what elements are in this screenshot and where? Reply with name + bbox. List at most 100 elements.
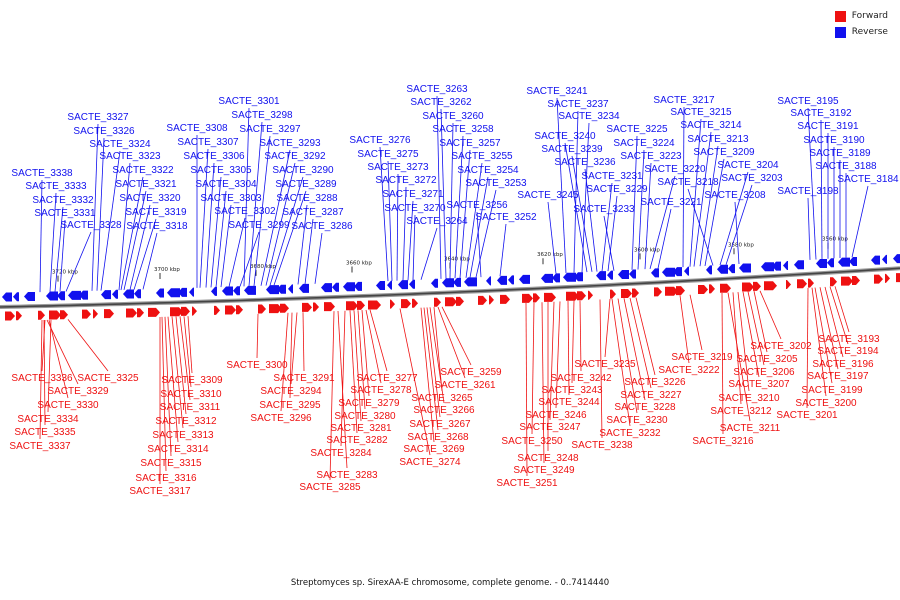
forward-gene <box>225 305 236 315</box>
gene-label: SACTE_3321 <box>115 179 177 190</box>
leader-line <box>269 176 304 286</box>
leader-line <box>459 149 471 279</box>
gene-label: SACTE_3216 <box>692 436 754 447</box>
gene-label: SACTE_3245 <box>517 190 579 201</box>
leader-line <box>46 319 79 385</box>
forward-gene <box>676 286 685 296</box>
forward-gene <box>236 305 243 315</box>
gene-features <box>2 254 900 321</box>
gene-label: SACTE_3285 <box>299 482 361 493</box>
gene-label: SACTE_3222 <box>658 365 720 376</box>
gene-label: SACTE_3213 <box>687 134 749 145</box>
leader-line <box>689 294 703 351</box>
leader-line <box>273 190 307 286</box>
reverse-gene <box>2 292 12 302</box>
leader-line <box>737 292 750 392</box>
gene-label: SACTE_3288 <box>276 193 338 204</box>
forward-gene <box>126 308 137 318</box>
gene-label: SACTE_3231 <box>581 171 643 182</box>
gene-label: SACTE_3221 <box>640 197 702 208</box>
gene-label: SACTE_3252 <box>475 212 537 223</box>
forward-gene <box>577 291 586 301</box>
leader-line <box>420 227 438 280</box>
forward-gene <box>214 305 220 315</box>
reverse-gene <box>827 258 834 268</box>
leader-line <box>699 145 719 267</box>
forward-gene <box>137 308 144 318</box>
reverse-gene <box>574 272 583 282</box>
gene-label: SACTE_3326 <box>73 126 135 137</box>
leader-line <box>161 316 167 472</box>
leader-line <box>407 200 414 281</box>
forward-gene <box>533 293 540 303</box>
leader-line <box>851 185 869 258</box>
reverse-gene <box>442 278 454 288</box>
leader-line <box>623 298 646 401</box>
leader-line <box>567 301 570 396</box>
leader-line <box>547 201 557 274</box>
leader-line <box>525 303 528 477</box>
leader-line <box>571 155 593 272</box>
gene-label: SACTE_3280 <box>334 411 396 422</box>
forward-gene <box>610 289 616 299</box>
gene-label: SACTE_3241 <box>526 86 588 97</box>
tick-label: 3660 kbp <box>346 260 372 266</box>
forward-gene <box>830 277 837 287</box>
leader-line <box>814 287 833 384</box>
forward-gene <box>566 291 579 301</box>
leader-line <box>304 218 314 285</box>
reverse-gene <box>57 291 65 301</box>
forward-swatch <box>834 10 846 22</box>
gene-label: SACTE_3256 <box>446 200 508 211</box>
leader-line <box>183 316 192 388</box>
leader-line <box>564 142 588 273</box>
forward-gene <box>709 284 715 294</box>
leader-line <box>454 135 464 279</box>
leader-line <box>441 306 472 366</box>
reverse-gene <box>79 290 88 300</box>
forward-gene <box>269 304 282 314</box>
reverse-gene <box>728 264 735 274</box>
reverse-gene <box>354 281 362 291</box>
reverse-gene <box>519 274 530 284</box>
gene-label: SACTE_3258 <box>432 124 494 135</box>
forward-gene <box>82 309 91 319</box>
gene-label: SACTE_3278 <box>350 385 412 396</box>
reverse-gene <box>233 286 240 296</box>
reverse-gene <box>343 282 355 292</box>
forward-gene <box>401 299 411 309</box>
leader-line <box>476 211 482 278</box>
gene-label: SACTE_3279 <box>338 398 400 409</box>
gene-label: SACTE_3261 <box>434 380 496 391</box>
tick-label: 3680 kbp <box>250 264 276 270</box>
gene-label: SACTE_3249 <box>513 465 575 476</box>
reverse-gene <box>387 280 392 290</box>
leader-line <box>39 179 43 293</box>
leader-line <box>824 286 844 358</box>
forward-gene <box>720 283 731 293</box>
gene-label: SACTE_3330 <box>37 400 99 411</box>
leader-line <box>649 175 676 269</box>
leader-line <box>256 313 259 359</box>
leader-line <box>437 306 466 379</box>
reverse-gene <box>662 267 675 277</box>
gene-label: SACTE_3253 <box>465 178 527 189</box>
gene-label: SACTE_3298 <box>231 110 293 121</box>
gene-label: SACTE_3293 <box>259 138 321 149</box>
tick-label: 3620 kbp <box>537 252 563 258</box>
leader-line <box>834 286 850 333</box>
leader-line <box>43 320 46 426</box>
gene-label: SACTE_3220 <box>644 164 706 175</box>
leader-line <box>426 307 441 418</box>
reverse-gene <box>68 290 81 300</box>
gene-label: SACTE_3277 <box>356 373 418 384</box>
leader-line <box>732 292 742 405</box>
leader-line <box>129 204 151 290</box>
forward-gene <box>16 311 22 321</box>
gene-label: SACTE_3319 <box>125 207 187 218</box>
gene-label: SACTE_3223 <box>620 151 682 162</box>
leader-line <box>607 195 618 272</box>
leader-line <box>687 188 714 266</box>
leader-line <box>164 316 172 457</box>
gene-label: SACTE_3331 <box>34 208 96 219</box>
